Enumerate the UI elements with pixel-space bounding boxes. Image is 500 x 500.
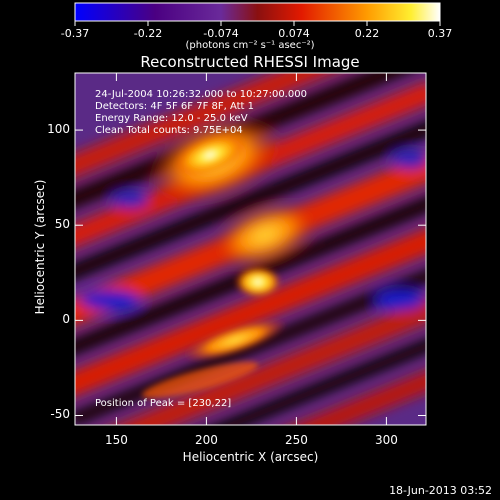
annotation-energy-range: Energy Range: 12.0 - 25.0 keV — [95, 113, 248, 124]
peak-position-label: Position of Peak = [230,22] — [95, 398, 232, 409]
annotation-time-range: 24-Jul-2004 10:26:32.000 to 10:27:00.000 — [95, 89, 307, 100]
x-tick-label: 150 — [104, 433, 128, 447]
x-tick-label: 200 — [194, 433, 218, 447]
x-tick-label: 250 — [284, 433, 308, 447]
x-axis-label: Heliocentric X (arcsec) — [182, 450, 319, 464]
plot-frame — [74, 72, 427, 426]
y-tick-label: 100 — [47, 122, 70, 137]
heatmap-image — [75, 73, 426, 425]
datestamp: 18-Jun-2013 03:52 — [389, 484, 492, 497]
colorbar-tick-label: -0.37 — [60, 27, 90, 40]
colorbar-tick-label: 0.37 — [427, 27, 453, 40]
colorbar — [74, 2, 441, 26]
x-axis-ticks — [115, 73, 387, 425]
colorbar-tickmarks — [74, 21, 441, 26]
colorbar-units: (photons cm⁻² s⁻¹ asec⁻²) — [185, 40, 315, 51]
chart-title: Reconstructed RHESSI Image — [140, 53, 360, 71]
colorbar-tick-label: 0.074 — [278, 27, 310, 40]
annotation-method-counts: Clean Total counts: 9.75E+04 — [95, 125, 243, 136]
y-axis-label: Heliocentric Y (arcsec) — [33, 179, 47, 315]
colorbar-tick-label: -0.22 — [133, 27, 163, 40]
colorbar-tick-label: -0.074 — [203, 27, 239, 40]
y-tick-label: 50 — [54, 217, 70, 232]
colorbar-gradient — [74, 2, 441, 22]
y-axis-ticks — [75, 129, 426, 416]
x-tick-label: 300 — [374, 433, 398, 447]
y-tick-label: -50 — [50, 407, 70, 422]
colorbar-tick-label: 0.22 — [354, 27, 380, 40]
y-tick-label: 0 — [62, 312, 70, 327]
annotation-detectors: Detectors: 4F 5F 6F 7F 8F, Att 1 — [95, 101, 255, 112]
